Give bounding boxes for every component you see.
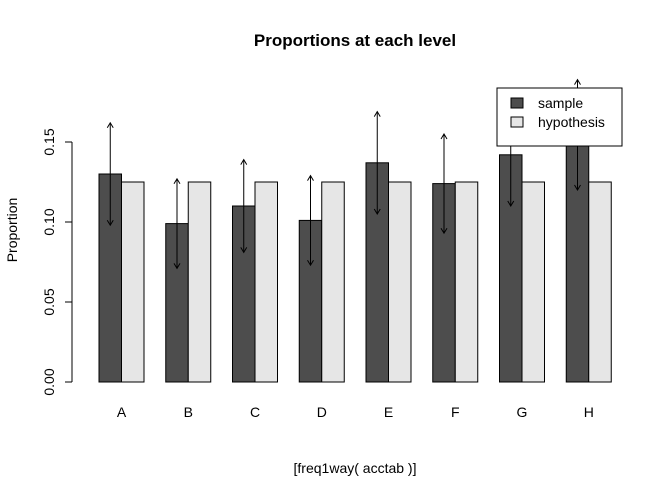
y-axis: 0.00 0.05 0.10 0.15 xyxy=(41,128,73,396)
error-bar-arrowhead xyxy=(173,263,181,270)
x-axis-tick-labels: A B C D E F G H xyxy=(117,404,594,420)
bar-hypothesis-H xyxy=(588,181,612,383)
x-tick-label-A: A xyxy=(117,404,127,420)
error-bar-arrowhead xyxy=(574,78,581,85)
x-tick-label-C: C xyxy=(250,404,260,420)
bar-hypothesis-B xyxy=(187,181,212,383)
error-bar-arrowhead xyxy=(373,208,381,215)
y-tick-label: 0.05 xyxy=(41,288,57,315)
x-tick-label-H: H xyxy=(584,404,594,420)
error-bar-arrowhead xyxy=(240,247,248,254)
error-bar-arrowhead xyxy=(307,174,314,181)
bar-hypothesis-A xyxy=(121,181,145,383)
bar-hypothesis-D xyxy=(321,181,345,383)
error-bars-group xyxy=(106,78,581,270)
x-tick-label-E: E xyxy=(384,404,393,420)
error-bar-arrowhead xyxy=(173,177,181,185)
y-axis-label: Proportion xyxy=(4,198,20,263)
error-bar-arrowhead xyxy=(373,110,381,117)
y-tick-label: 0.10 xyxy=(41,208,57,235)
legend: sample hypothesis xyxy=(496,87,623,147)
error-bar-arrowhead xyxy=(507,200,515,207)
legend-swatch-sample xyxy=(510,97,524,109)
y-tick-label: 0.15 xyxy=(41,128,57,155)
error-bar-arrowhead xyxy=(440,133,448,140)
x-tick-label-F: F xyxy=(451,404,460,420)
legend-label-hypothesis: hypothesis xyxy=(538,114,605,130)
x-tick-label-B: B xyxy=(184,404,193,420)
legend-label-sample: sample xyxy=(538,95,583,111)
error-bar-arrowhead xyxy=(574,184,581,191)
error-bar-arrowhead xyxy=(106,121,114,129)
error-bar-arrowhead xyxy=(240,158,248,165)
error-bar-arrowhead xyxy=(307,259,314,267)
bar-hypothesis-C xyxy=(254,181,278,383)
error-bar-arrowhead xyxy=(106,219,114,227)
x-tick-label-D: D xyxy=(317,404,327,420)
bar-hypothesis-G xyxy=(521,181,545,383)
bar-hypothesis-F xyxy=(454,181,479,383)
bars-group xyxy=(98,133,612,383)
x-axis-label: [freq1way( acctab )] xyxy=(294,460,417,476)
bar-hypothesis-E xyxy=(388,181,412,383)
chart-title: Proportions at each level xyxy=(254,31,456,50)
legend-swatch-hypothesis xyxy=(510,116,524,128)
y-tick-label: 0.00 xyxy=(41,368,57,395)
error-bar-arrowhead xyxy=(440,227,448,235)
x-tick-label-G: G xyxy=(517,404,528,420)
